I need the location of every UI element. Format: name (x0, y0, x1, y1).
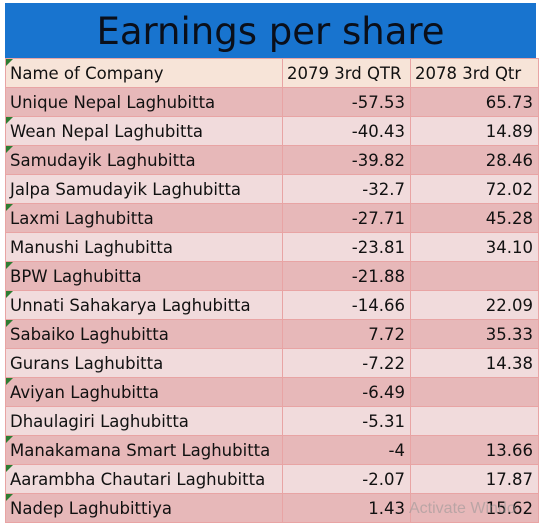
table-header-row: Name of Company 2079 3rd QTR 2078 3rd Qt… (5, 58, 539, 88)
company-name-cell[interactable]: Dhaulagiri Laghubitta (5, 406, 283, 436)
eps-2078-cell[interactable]: 35.33 (410, 319, 539, 349)
company-name-cell[interactable]: BPW Laghubitta (5, 261, 283, 291)
eps-2079-cell[interactable]: -40.43 (282, 116, 411, 146)
eps-2078-cell[interactable] (410, 377, 539, 407)
cell-error-indicator-icon (6, 291, 13, 298)
company-name-cell[interactable]: Sabaiko Laghubitta (5, 319, 283, 349)
eps-2078-cell[interactable]: 45.28 (410, 203, 539, 233)
eps-2079-cell[interactable]: 1.43 (282, 493, 411, 523)
cell-error-indicator-icon (6, 117, 13, 124)
company-name-cell[interactable]: Manushi Laghubitta (5, 232, 283, 262)
eps-2079-cell[interactable]: -7.22 (282, 348, 411, 378)
eps-2079-cell[interactable]: -4 (282, 435, 411, 465)
company-name-cell[interactable]: Aviyan Laghubitta (5, 377, 283, 407)
cell-error-indicator-icon (6, 378, 13, 385)
eps-2079-cell[interactable]: -6.49 (282, 377, 411, 407)
header-cell-company[interactable]: Name of Company (5, 58, 283, 88)
company-name-cell[interactable]: Manakamana Smart Laghubitta (5, 435, 283, 465)
table-row: Nadep Laghubittiya 1.43 15.62 (5, 493, 539, 523)
company-name-cell[interactable]: Unnati Sahakarya Laghubitta (5, 290, 283, 320)
eps-2079-cell[interactable]: -27.71 (282, 203, 411, 233)
table-row: Jalpa Samudayik Laghubitta -32.7 72.02 (5, 174, 539, 204)
eps-2078-cell[interactable]: 17.87 (410, 464, 539, 494)
sheet-title: Earnings per share (5, 3, 536, 58)
table-row: Dhaulagiri Laghubitta -5.31 (5, 406, 539, 436)
table-row: Manushi Laghubitta -23.81 34.10 (5, 232, 539, 262)
eps-2078-cell[interactable]: 65.73 (410, 87, 539, 117)
table-row: Unnati Sahakarya Laghubitta -14.66 22.09 (5, 290, 539, 320)
table-row: Unique Nepal Laghubitta -57.53 65.73 (5, 87, 539, 117)
company-name-cell[interactable]: Jalpa Samudayik Laghubitta (5, 174, 283, 204)
table-row: Aarambha Chautari Laghubitta -2.07 17.87 (5, 464, 539, 494)
cell-error-indicator-icon (6, 436, 13, 443)
eps-2079-cell[interactable]: -2.07 (282, 464, 411, 494)
eps-2078-cell[interactable] (410, 406, 539, 436)
eps-2079-cell[interactable]: -21.88 (282, 261, 411, 291)
table-row: BPW Laghubitta -21.88 (5, 261, 539, 291)
company-name-cell[interactable]: Samudayik Laghubitta (5, 145, 283, 175)
eps-2078-cell[interactable]: 14.89 (410, 116, 539, 146)
company-name-cell[interactable]: Nadep Laghubittiya (5, 493, 283, 523)
eps-2079-cell[interactable]: 7.72 (282, 319, 411, 349)
eps-2079-cell[interactable]: -32.7 (282, 174, 411, 204)
company-name-cell[interactable]: Wean Nepal Laghubitta (5, 116, 283, 146)
company-name-cell[interactable]: Unique Nepal Laghubitta (5, 87, 283, 117)
eps-2078-cell[interactable]: 15.62 (410, 493, 539, 523)
table-row: Aviyan Laghubitta -6.49 (5, 377, 539, 407)
company-name-cell[interactable]: Gurans Laghubitta (5, 348, 283, 378)
cell-error-indicator-icon (6, 59, 13, 66)
eps-2079-cell[interactable]: -14.66 (282, 290, 411, 320)
cell-error-indicator-icon (6, 494, 13, 501)
table-row: Manakamana Smart Laghubitta -4 13.66 (5, 435, 539, 465)
table-row: Samudayik Laghubitta -39.82 28.46 (5, 145, 539, 175)
eps-2079-cell[interactable]: -39.82 (282, 145, 411, 175)
eps-2079-cell[interactable]: -5.31 (282, 406, 411, 436)
eps-2078-cell[interactable]: 22.09 (410, 290, 539, 320)
table-row: Wean Nepal Laghubitta -40.43 14.89 (5, 116, 539, 146)
company-name-cell[interactable]: Laxmi Laghubitta (5, 203, 283, 233)
cell-error-indicator-icon (6, 204, 13, 211)
table-row: Gurans Laghubitta -7.22 14.38 (5, 348, 539, 378)
eps-table: Name of Company 2079 3rd QTR 2078 3rd Qt… (5, 58, 539, 523)
header-cell-2078[interactable]: 2078 3rd Qtr (410, 58, 539, 88)
table-row: Sabaiko Laghubitta 7.72 35.33 (5, 319, 539, 349)
cell-error-indicator-icon (6, 465, 13, 472)
eps-2079-cell[interactable]: -57.53 (282, 87, 411, 117)
company-name-cell[interactable]: Aarambha Chautari Laghubitta (5, 464, 283, 494)
table-row: Laxmi Laghubitta -27.71 45.28 (5, 203, 539, 233)
eps-2078-cell[interactable]: 72.02 (410, 174, 539, 204)
eps-2078-cell[interactable]: 34.10 (410, 232, 539, 262)
eps-2078-cell[interactable] (410, 261, 539, 291)
cell-error-indicator-icon (6, 262, 13, 269)
eps-2078-cell[interactable]: 28.46 (410, 145, 539, 175)
eps-2079-cell[interactable]: -23.81 (282, 232, 411, 262)
eps-2078-cell[interactable]: 14.38 (410, 348, 539, 378)
cell-error-indicator-icon (6, 146, 13, 153)
header-cell-2079[interactable]: 2079 3rd QTR (282, 58, 411, 88)
cell-error-indicator-icon (6, 320, 13, 327)
eps-2078-cell[interactable]: 13.66 (410, 435, 539, 465)
